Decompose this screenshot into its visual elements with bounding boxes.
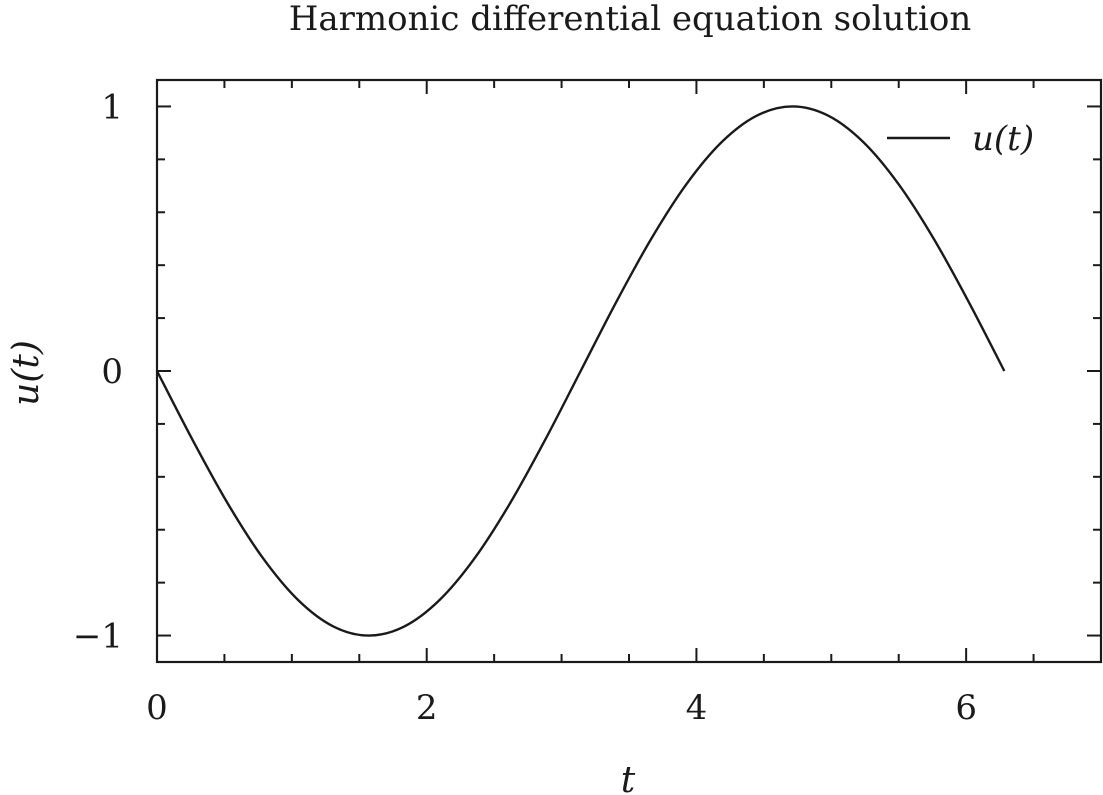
major-ticks bbox=[156, 80, 1101, 662]
series-line-u bbox=[155, 105, 1006, 637]
legend: u(t) bbox=[887, 119, 1034, 159]
chart-title: Harmonic differential equation solution bbox=[289, 0, 972, 39]
plot-frame bbox=[155, 78, 1103, 664]
y-axis-label: u(t) bbox=[6, 340, 47, 406]
x-axis-label: t bbox=[621, 760, 636, 795]
series-layer bbox=[155, 105, 1006, 637]
y-tick-label: 0 bbox=[101, 352, 123, 392]
minor-ticks bbox=[157, 80, 1101, 662]
x-tick-label: 6 bbox=[955, 688, 977, 728]
y-tick-label: 1 bbox=[101, 87, 123, 127]
y-tick-label: −1 bbox=[73, 617, 123, 657]
tick-labels: 0 2 4 6 −1 0 1 bbox=[73, 87, 977, 728]
x-tick-label: 2 bbox=[416, 688, 438, 728]
legend-label-u: u(t) bbox=[972, 119, 1034, 159]
x-tick-label: 0 bbox=[146, 688, 168, 728]
x-tick-label: 4 bbox=[686, 688, 708, 728]
